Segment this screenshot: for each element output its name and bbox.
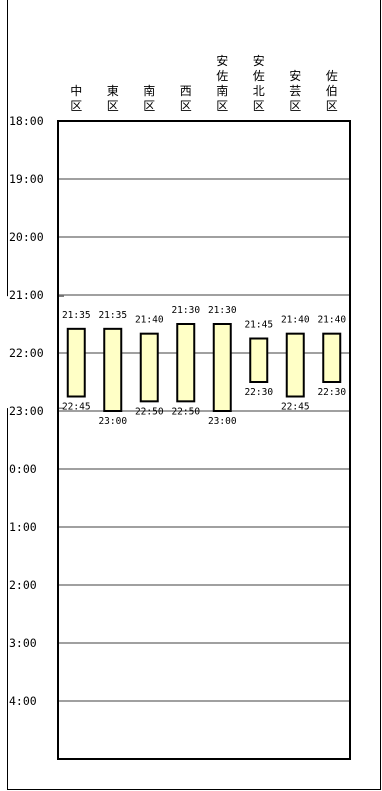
- bar: [139, 332, 159, 403]
- category-label: 区: [180, 99, 192, 113]
- start-label: 21:35: [62, 310, 91, 321]
- category-label: 区: [107, 99, 119, 113]
- plot-border: [57, 120, 351, 760]
- category-label: 区: [326, 99, 338, 113]
- y-tick-label: 4:00: [9, 694, 37, 708]
- y-tick-label: 2:00: [9, 578, 37, 592]
- bar: [66, 327, 86, 398]
- grid-lines: [58, 178, 350, 702]
- category-label: 南: [216, 83, 228, 98]
- end-label: 22:50: [135, 406, 164, 417]
- category-label: 佐: [253, 69, 265, 83]
- bar: [103, 327, 123, 413]
- bar: [212, 323, 232, 412]
- end-label: 22:30: [244, 387, 273, 398]
- category-label: 西: [180, 84, 192, 98]
- start-label: 21:30: [208, 305, 237, 316]
- category-label: 区: [70, 99, 82, 113]
- y-tick-label: 19:00: [9, 172, 44, 186]
- category-label: 芸: [289, 84, 301, 98]
- category-label: 北: [253, 84, 265, 98]
- y-tick-label: 20:00: [9, 230, 44, 244]
- y-tick-label: 3:00: [9, 636, 37, 650]
- category-label: 佐: [326, 69, 338, 83]
- end-label: 22:45: [281, 402, 310, 413]
- bars: [66, 323, 342, 413]
- category-label: 安: [253, 53, 265, 68]
- bar: [249, 337, 269, 383]
- category-label: 東: [107, 84, 119, 98]
- start-label: 21:35: [98, 310, 127, 321]
- start-label: 21:30: [171, 305, 200, 316]
- bar: [285, 332, 305, 398]
- y-tick-label: 1:00: [9, 520, 37, 534]
- category-label: 区: [289, 99, 301, 113]
- start-label: 21:40: [135, 315, 164, 326]
- category-label: 区: [143, 99, 155, 113]
- y-tick-label: 22:00: [9, 346, 44, 360]
- end-label: 23:00: [98, 416, 127, 427]
- end-label: 22:50: [171, 406, 200, 417]
- category-label: 伯: [326, 83, 338, 98]
- category-label: 安: [289, 68, 301, 83]
- end-label: 22:30: [317, 387, 346, 398]
- end-label: 23:00: [208, 416, 237, 427]
- y-tick-label: 0:00: [9, 462, 37, 476]
- category-label: 安: [216, 53, 228, 68]
- y-tick-label: 23:00: [9, 404, 44, 418]
- y-tick-label: 18:00: [9, 114, 44, 128]
- category-label: 区: [216, 99, 228, 113]
- category-label: 南: [143, 83, 155, 98]
- category-label: 佐: [216, 69, 228, 83]
- bar: [176, 323, 196, 403]
- start-label: 21:40: [281, 315, 310, 326]
- y-tick-labels: 18:00 19:00 20:00 21:00 22:00 23:00 0:00 1:00 2:…: [9, 114, 44, 708]
- start-label: 21:45: [244, 320, 273, 331]
- bar: [322, 332, 342, 383]
- data-labels: 21:35 22:45 21:35 23:00 21:40 22:50 21:30 22:50…: [62, 305, 346, 427]
- y-tick-label: 21:00: [9, 288, 44, 302]
- category-label: 区: [253, 99, 265, 113]
- category-label: 中: [70, 83, 82, 98]
- end-label: 22:45: [62, 402, 91, 413]
- start-label: 21:40: [317, 315, 346, 326]
